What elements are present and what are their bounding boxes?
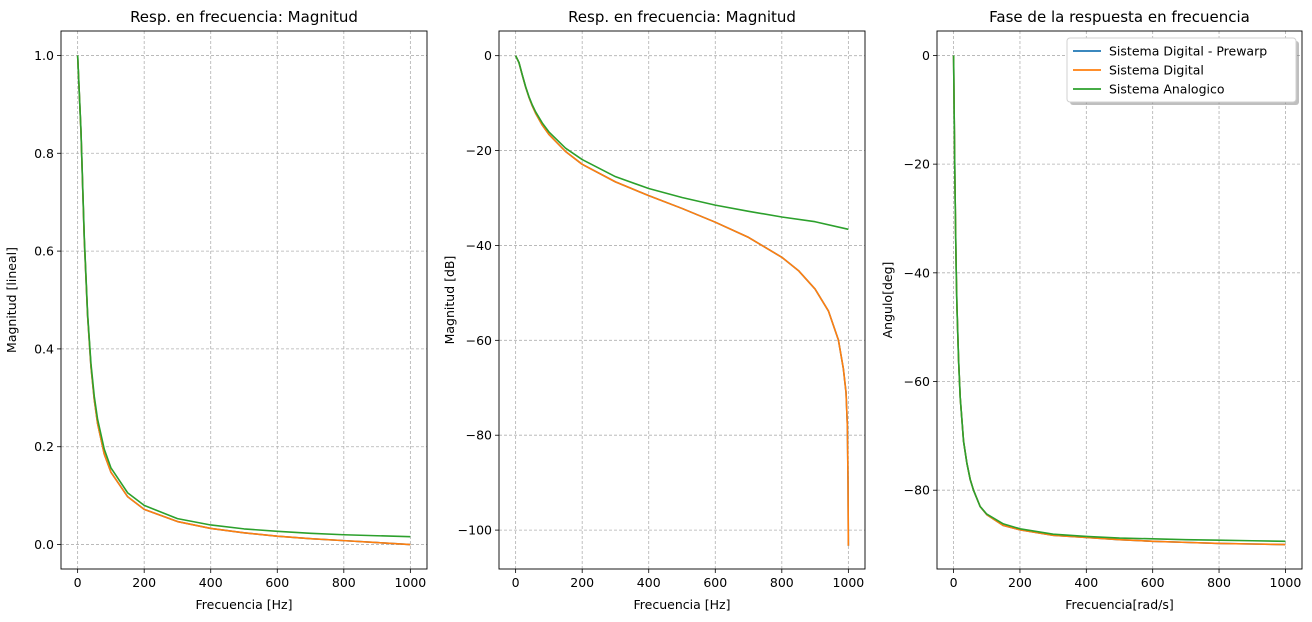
x-axis-label: Frecuencia [Hz] (196, 597, 293, 612)
y-axis-label: Angulo[deg] (880, 262, 895, 339)
series-line-3 (76, 55, 411, 538)
y-tick-label: −100 (458, 523, 492, 538)
chart-title: Resp. en frecuencia: Magnitud (130, 8, 358, 26)
x-tick-label: 800 (1207, 575, 1231, 590)
y-tick-label: −60 (466, 333, 492, 348)
series-line-3 (952, 55, 1286, 543)
x-tick-label: 600 (703, 575, 727, 590)
legend: Sistema Digital - Prewarp Sistema Digital… (1066, 37, 1299, 105)
x-tick-label: 400 (1074, 575, 1098, 590)
chart-title: Resp. en frecuencia: Magnitud (568, 8, 796, 26)
y-axis-label: Magnitud [lineal] (4, 247, 19, 353)
legend-label-2: Sistema Digital (1109, 63, 1204, 78)
y-tick-label: 0.8 (34, 146, 54, 161)
x-tick-label: 0 (950, 575, 958, 590)
series-line-2 (514, 55, 850, 546)
y-tick-label: 0 (484, 48, 492, 63)
x-tick-label: 0 (512, 575, 520, 590)
y-tick-label: −80 (466, 428, 492, 443)
x-tick-label: 400 (199, 575, 223, 590)
y-tick-label: −20 (904, 157, 930, 172)
y-tick-label: 0 (922, 48, 930, 63)
y-tick-label: 1.0 (34, 48, 54, 63)
y-tick-label: −40 (466, 238, 492, 253)
subplot-2: 0 200 400 600 800 1000 0 −20 −40 −60 −80 −100 Resp. … (442, 8, 866, 612)
y-tick-label: 0.2 (34, 439, 54, 454)
y-tick-label: −20 (466, 143, 492, 158)
legend-box (1066, 37, 1297, 103)
legend-label-1: Sistema Digital - Prewarp (1109, 44, 1267, 59)
x-tick-label: 200 (1008, 575, 1032, 590)
axes-frame (498, 30, 866, 570)
series-line-2 (76, 55, 411, 546)
axes-frame (60, 30, 428, 570)
series-line-1 (514, 55, 850, 546)
x-tick-label: 200 (570, 575, 594, 590)
x-tick-label: 600 (265, 575, 289, 590)
y-tick-label: −40 (904, 265, 930, 280)
y-tick-label: 0.0 (34, 537, 54, 552)
x-tick-label: 1000 (1270, 575, 1302, 590)
x-tick-label: 1000 (832, 575, 864, 590)
x-tick-label: 600 (1141, 575, 1165, 590)
y-tick-label: 0.4 (34, 341, 54, 356)
x-tick-label: 200 (132, 575, 156, 590)
x-tick-label: 400 (637, 575, 661, 590)
y-tick-label: −80 (904, 483, 930, 498)
x-tick-label: 0 (74, 575, 82, 590)
x-axis-label: Frecuencia [Hz] (634, 597, 731, 612)
series-line-1 (76, 55, 411, 546)
x-tick-label: 800 (332, 575, 356, 590)
series-line-3 (514, 55, 849, 231)
legend-label-3: Sistema Analogico (1109, 82, 1225, 97)
series-line-1 (952, 55, 1286, 546)
chart-title: Fase de la respuesta en frecuencia (989, 8, 1250, 26)
x-axis-label: Frecuencia[rad/s] (1065, 597, 1173, 612)
subplot-3: 0 200 400 600 800 1000 0 −20 −40 −60 −80 Fase de la… (880, 8, 1303, 612)
subplot-1: 0 200 400 600 800 1000 0.0 0.2 0.4 0.6 0.8 1.0 Resp.… (4, 8, 428, 612)
x-tick-label: 1000 (394, 575, 426, 590)
series-line-2 (952, 55, 1286, 546)
y-axis-label: Magnitud [dB] (442, 256, 457, 345)
y-tick-label: 0.6 (34, 244, 54, 259)
x-tick-label: 800 (770, 575, 794, 590)
axes-frame (936, 30, 1303, 570)
y-tick-label: −60 (904, 374, 930, 389)
